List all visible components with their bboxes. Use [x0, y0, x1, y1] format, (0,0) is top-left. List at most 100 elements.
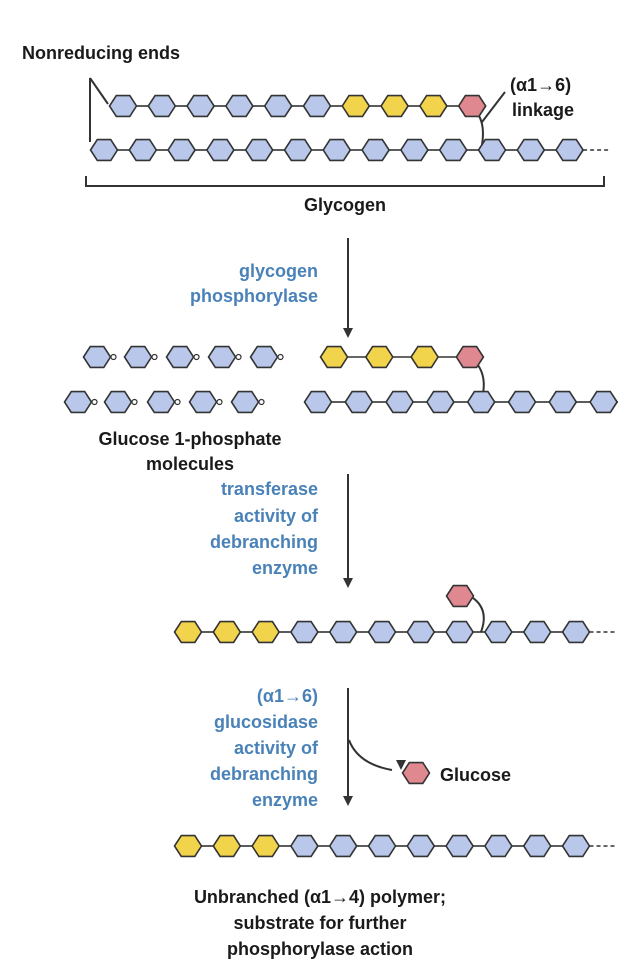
trimmed-main-chain-residue [425, 390, 455, 414]
glycogen-main-chain-residue [399, 138, 429, 162]
glycogen-main-chain-residue [438, 138, 468, 162]
arrowheads [343, 328, 406, 806]
glucose-1-phosphate [249, 345, 279, 369]
extended-main-chain-residue [406, 620, 436, 644]
glycogen-main-chain-residue [167, 138, 197, 162]
extended-main-chain-residue [251, 620, 281, 644]
phosphate-group [151, 353, 158, 361]
enzyme3-label-line1: (α1→6) [256, 686, 318, 706]
trimmed-main-chain-residue [589, 390, 618, 414]
glucose-1-phosphate [146, 390, 176, 414]
glucose-1-phosphate [123, 345, 153, 369]
trimmed-branch-chain-residue [410, 345, 440, 369]
linkage-label-line2: linkage [512, 100, 575, 120]
final-label-line1: Unbranched (α1→4) polymer; [193, 887, 447, 907]
unbranched-polymer-chain-residue [522, 834, 552, 858]
glucose-1-phosphate [63, 390, 93, 414]
glycogen-main-chain-residue [283, 138, 313, 162]
extended-main-chain-residue [561, 620, 591, 644]
trimmed-main-chain-residue [303, 390, 333, 414]
phosphate-group [258, 398, 265, 406]
nonreducing-ends-label: Nonreducing ends [22, 43, 181, 63]
glycogen-main-chain-residue [128, 138, 158, 162]
glycosidic-bonds [117, 105, 618, 847]
extended-main-chain-residue [173, 620, 203, 644]
glycogen-label: Glycogen [303, 195, 387, 215]
enzyme2-label-line2: activity of [233, 506, 318, 526]
linkage-pointer [481, 91, 506, 123]
glycogen-main-chain-residue [555, 138, 585, 162]
trimmed-main-chain-residue [344, 390, 374, 414]
glucose-release-curve [348, 739, 393, 771]
unbranched-polymer-chain-residue [212, 834, 242, 858]
glycogen-branch-chain-residue [186, 94, 216, 118]
extended-main-chain-residue [445, 620, 475, 644]
product1-label-line1: Glucose 1-phosphate [98, 429, 282, 449]
enzyme2-label-line4: enzyme [251, 558, 318, 578]
free-glucose [401, 761, 431, 785]
phosphate-group [193, 353, 200, 361]
nonreducing-end-pointer-top [89, 77, 109, 105]
extended-main-chain-residue [367, 620, 397, 644]
extended-main-chain-residue [212, 620, 242, 644]
glycogen-branch-chain-residue [147, 94, 177, 118]
single-branch-residue [445, 584, 475, 608]
final-label-line2: substrate for further [233, 913, 407, 933]
extended-main-chain-residue [483, 620, 513, 644]
enzyme3-label-line4: debranching [209, 764, 318, 784]
trimmed-main-chain-residue [385, 390, 415, 414]
unbranched-polymer-chain-residue [328, 834, 358, 858]
final-label-line3: phosphorylase action [226, 939, 414, 959]
glycogen-branch-chain-residue [224, 94, 254, 118]
unbranched-polymer-chain-residue [445, 834, 475, 858]
trimmed-branch-chain-residue [319, 345, 349, 369]
glycogen-branch-chain-residue [418, 94, 448, 118]
glucose-label: Glucose [440, 765, 512, 785]
glucose-1-phosphate [82, 345, 112, 369]
glycogen-branch-chain-residue [108, 94, 138, 118]
phosphate-group [131, 398, 138, 406]
glucose-1-phosphate [103, 390, 133, 414]
glycogen-main-chain-residue [322, 138, 352, 162]
glycogen-main-chain-residue [244, 138, 274, 162]
extended-main-chain-residue [522, 620, 552, 644]
trimmed-main-chain-residue [466, 390, 496, 414]
glycogen-branch-chain-residue [457, 94, 487, 118]
extended-main-chain-residue [328, 620, 358, 644]
glycogen-bracket [85, 176, 605, 187]
glucose-1-phosphate [230, 390, 260, 414]
arrow-head-3 [343, 796, 353, 806]
unbranched-polymer-chain-residue [406, 834, 436, 858]
trimmed-branch-chain-residue [364, 345, 394, 369]
phosphate-group [174, 398, 181, 406]
extended-main-chain-residue [289, 620, 319, 644]
unbranched-polymer-chain-residue [251, 834, 281, 858]
glucose-1-phosphate [188, 390, 218, 414]
unbranched-polymer-chain-residue [483, 834, 513, 858]
unbranched-polymer-chain-residue [173, 834, 203, 858]
phosphate-group [235, 353, 242, 361]
trimmed-main-chain-residue [507, 390, 537, 414]
branch-link-step3 [469, 595, 485, 633]
unbranched-polymer-chain-residue [367, 834, 397, 858]
product1-label-line2: molecules [145, 454, 235, 474]
glycogen-branch-chain-residue [380, 94, 410, 118]
enzyme3-label-line5: enzyme [251, 790, 318, 810]
glucose-release-arrow-head [396, 760, 406, 770]
glucose-1-phosphate [165, 345, 195, 369]
arrow-head-1 [343, 328, 353, 338]
glycogen-branch-chain-residue [341, 94, 371, 118]
arrow-head-2 [343, 578, 353, 588]
enzyme2-label-line1: transferase [220, 479, 318, 499]
unbranched-polymer-chain-residue [561, 834, 591, 858]
linkage-label-line1: (α1→6) [510, 75, 572, 95]
trimmed-branch-chain-residue [455, 345, 485, 369]
glucose-1-phosphate [207, 345, 237, 369]
glycogen-branch-chain-residue [302, 94, 332, 118]
enzyme3-label-line3: activity of [233, 738, 318, 758]
glycogen-main-chain-residue [516, 138, 546, 162]
unbranched-polymer-chain-residue [289, 834, 319, 858]
enzyme2-label-line3: debranching [209, 532, 318, 552]
enzyme1-label-line1: glycogen [238, 261, 318, 281]
